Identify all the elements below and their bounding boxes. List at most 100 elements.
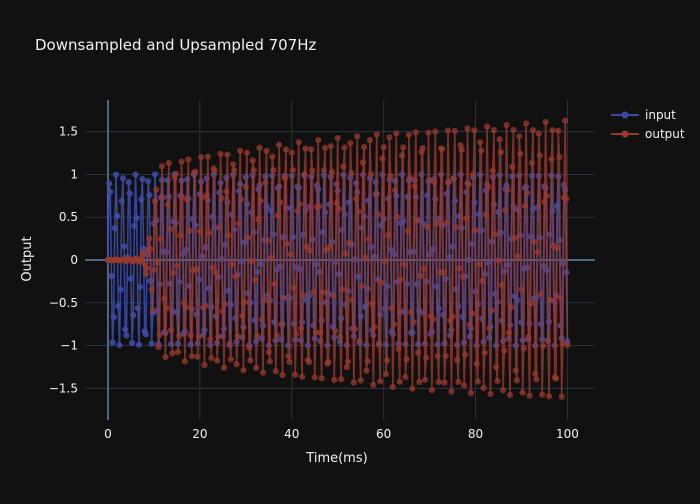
- data-point: [514, 253, 522, 260]
- data-point: [250, 167, 257, 174]
- data-point: [378, 279, 385, 286]
- data-point: [525, 333, 532, 341]
- data-point: [493, 363, 500, 371]
- data-point: [201, 361, 208, 369]
- data-point: [289, 167, 297, 174]
- data-point: [349, 296, 356, 303]
- data-point: [370, 381, 377, 389]
- data-point: [197, 154, 205, 161]
- data-point: [451, 127, 458, 134]
- data-point: [542, 118, 549, 126]
- data-point: [450, 175, 457, 182]
- data-point: [374, 211, 382, 218]
- data-point: [241, 299, 248, 306]
- data-point: [448, 388, 455, 395]
- legend-label: input: [645, 108, 676, 122]
- data-point: [541, 198, 548, 205]
- data-point: [465, 181, 472, 188]
- data-point: [365, 235, 372, 243]
- data-point: [464, 125, 471, 132]
- legend[interactable]: input output: [611, 108, 685, 141]
- data-point: [504, 186, 511, 193]
- data-point: [211, 167, 218, 175]
- data-point: [393, 192, 400, 199]
- data-point: [142, 331, 149, 338]
- data-point: [179, 194, 186, 201]
- data-point: [498, 282, 506, 289]
- data-point: [246, 344, 253, 351]
- data-point: [400, 144, 407, 151]
- x-tick-label: 80: [468, 427, 483, 441]
- data-point: [138, 256, 145, 263]
- legend-label: output: [645, 127, 685, 141]
- data-point: [277, 199, 284, 206]
- data-point: [234, 333, 241, 340]
- data-point: [146, 192, 153, 199]
- data-point: [312, 329, 319, 336]
- data-point: [354, 133, 361, 140]
- data-point: [174, 348, 182, 356]
- data-point: [254, 332, 261, 340]
- data-point: [194, 353, 201, 360]
- data-point: [325, 358, 332, 366]
- data-point: [519, 389, 526, 396]
- legend-swatch-marker: [621, 111, 629, 119]
- data-point: [556, 153, 563, 161]
- data-point: [120, 243, 128, 250]
- data-point: [248, 258, 255, 265]
- data-point: [138, 196, 145, 203]
- data-point: [119, 175, 127, 182]
- data-point: [354, 189, 361, 196]
- data-point: [479, 277, 486, 285]
- data-point: [489, 167, 496, 174]
- data-point: [562, 117, 569, 124]
- data-point: [298, 373, 306, 380]
- data-point: [148, 286, 155, 293]
- data-point: [362, 254, 369, 261]
- data-point: [440, 269, 447, 276]
- data-point: [135, 341, 143, 348]
- data-point: [474, 378, 481, 385]
- data-point: [425, 129, 432, 136]
- data-point: [381, 257, 388, 265]
- data-point: [177, 232, 184, 239]
- data-point: [544, 337, 552, 345]
- legend-item-output[interactable]: output: [611, 127, 685, 141]
- data-point: [528, 159, 535, 166]
- y-tick-label: −1.5: [49, 381, 78, 395]
- data-point: [443, 219, 450, 226]
- data-point: [506, 321, 514, 329]
- data-point: [264, 237, 271, 244]
- data-point: [302, 145, 309, 152]
- data-point: [115, 303, 122, 310]
- data-point: [301, 171, 308, 178]
- data-point: [346, 239, 353, 247]
- data-point: [518, 286, 525, 293]
- data-point: [162, 354, 169, 361]
- data-point: [406, 174, 414, 181]
- data-point: [150, 267, 158, 274]
- data-point: [258, 316, 265, 324]
- data-point: [459, 273, 467, 280]
- data-point: [292, 371, 299, 378]
- data-point: [112, 171, 120, 178]
- data-point: [468, 310, 476, 317]
- data-point: [226, 340, 233, 347]
- y-tick-label: 1.5: [59, 125, 78, 139]
- data-point: [483, 123, 491, 130]
- data-point: [428, 387, 435, 394]
- data-point: [307, 247, 314, 254]
- data-point: [340, 163, 347, 170]
- data-point: [249, 157, 256, 164]
- x-tick-label: 100: [556, 427, 579, 441]
- data-point: [204, 153, 212, 160]
- legend-item-input[interactable]: input: [611, 108, 676, 122]
- data-point: [451, 197, 458, 204]
- data-point: [526, 392, 533, 399]
- data-point: [500, 387, 507, 394]
- data-point: [143, 265, 151, 272]
- x-tick-label: 40: [284, 427, 299, 441]
- data-point: [449, 313, 456, 320]
- data-point: [369, 300, 376, 308]
